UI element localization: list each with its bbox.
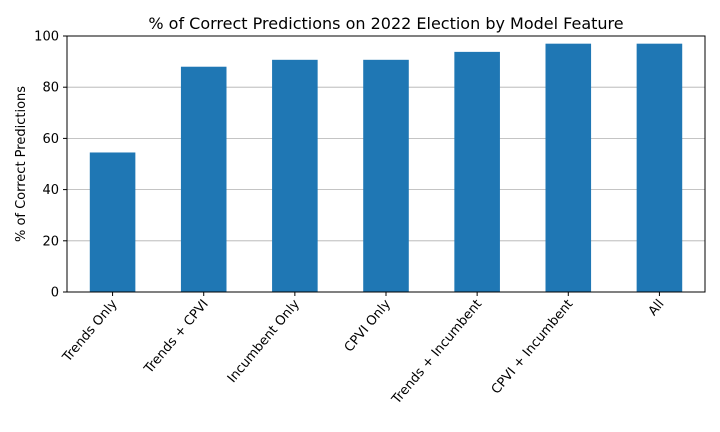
y-tick-label: 100 [34,30,59,45]
bar [89,152,136,292]
bar [545,43,592,293]
y-axis-ticks: 0 20 40 60 80 100 [34,30,67,301]
bar [636,43,683,293]
x-tick-label: CPVI + Incumbent [489,297,577,397]
x-tick-label: Trends + Incumbent [389,297,485,408]
y-tick-label: 80 [42,81,59,96]
bar [363,59,409,292]
y-tick-label: 40 [42,183,59,198]
bar [272,59,318,292]
bars [89,43,683,293]
y-tick-label: 0 [51,286,59,301]
bar [454,51,500,292]
x-tick-label: Trends + CPVI [141,297,212,377]
y-tick-label: 60 [42,132,59,147]
x-tick-label: CPVI Only [342,297,395,356]
bar [180,66,227,292]
x-tick-label: All [646,297,668,319]
x-axis-ticks: Trends Only Trends + CPVI Incumbent Only CP… [59,292,667,408]
y-tick-label: 20 [42,234,59,249]
x-tick-label: Incumbent Only [225,297,303,386]
x-tick-label: Trends Only [59,297,120,366]
y-axis-label: % of Correct Predictions [14,86,29,242]
chart-title: % of Correct Predictions on 2022 Electio… [148,14,623,33]
